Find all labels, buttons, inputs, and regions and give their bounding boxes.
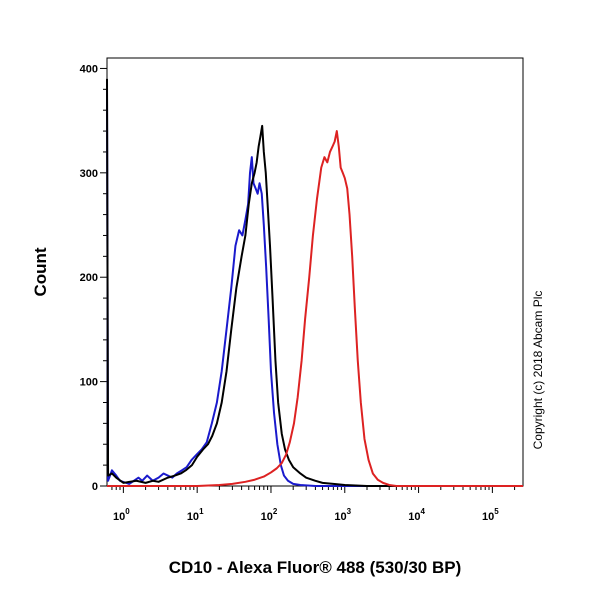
x-tick-exponent: 1	[199, 507, 204, 516]
x-axis-title: CD10 - Alexa Fluor® 488 (530/30 BP)	[169, 558, 462, 577]
series-line-2	[106, 78, 523, 487]
x-tick-label: 104	[408, 507, 425, 523]
series-layer	[106, 78, 523, 487]
series-line-3	[107, 130, 523, 487]
x-axis: 100 101 102 103 104 105	[111, 486, 516, 523]
x-tick-label: 100	[113, 507, 130, 523]
x-tick-label: 105	[482, 507, 499, 523]
plot-frame	[106, 57, 524, 487]
x-tick-base: 10	[482, 511, 494, 523]
x-tick-base: 10	[113, 511, 125, 523]
x-tick-base: 10	[261, 511, 273, 523]
y-tick-label: 300	[80, 168, 98, 180]
x-tick-base: 10	[334, 511, 346, 523]
x-tick-exponent: 3	[347, 507, 352, 516]
y-axis: 0 100 200 300 400	[80, 63, 107, 493]
x-tick-exponent: 5	[494, 507, 499, 516]
y-tick-label: 100	[80, 377, 98, 389]
y-axis-title: Count	[31, 247, 50, 296]
series-line-1	[106, 89, 523, 487]
x-tick-base: 10	[408, 511, 420, 523]
x-tick-label: 102	[261, 507, 278, 523]
copyright-annotation: Copyright (c) 2018 Abcam Plc	[531, 291, 545, 450]
x-tick-base: 10	[187, 511, 199, 523]
y-tick-label: 400	[80, 63, 98, 75]
x-tick-exponent: 2	[273, 507, 278, 516]
x-tick-label: 101	[187, 507, 204, 523]
x-tick-exponent: 0	[125, 507, 130, 516]
x-tick-label: 103	[334, 507, 351, 523]
x-tick-exponent: 4	[420, 507, 425, 516]
y-tick-label: 200	[80, 272, 98, 284]
y-tick-label: 0	[92, 481, 98, 493]
